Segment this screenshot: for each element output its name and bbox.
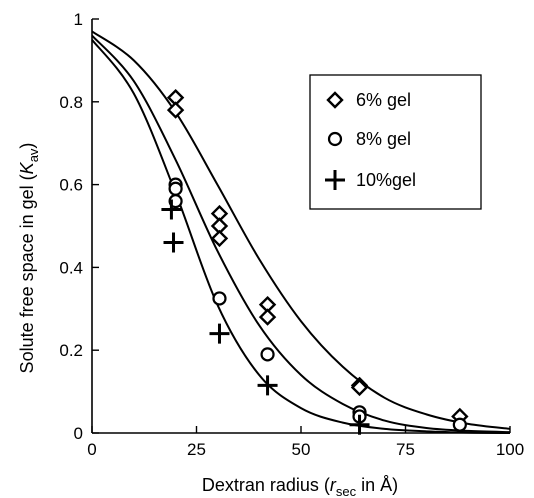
x-tick-label: 0 <box>87 440 96 459</box>
data-point-series-1 <box>350 378 369 397</box>
fit-curves <box>91 30 511 434</box>
legend-marker-1 <box>326 91 344 109</box>
fit-curve-series-3 <box>91 39 511 434</box>
fit-curve-series-1 <box>91 30 511 430</box>
y-axis-label: Solute free space in gel (Kav) <box>17 143 41 374</box>
data-point-series-3 <box>161 199 182 220</box>
y-tick-label: 1 <box>74 10 83 29</box>
data-point-series-3 <box>163 232 184 253</box>
x-tick-label: 25 <box>187 440 206 459</box>
legend-marker-2 <box>327 131 343 147</box>
data-point-series-3 <box>349 414 370 435</box>
x-tick-label: 50 <box>292 440 311 459</box>
data-points <box>161 88 469 435</box>
y-tick-label: 0 <box>74 424 83 443</box>
x-tick-label: 75 <box>396 440 415 459</box>
data-point-series-1 <box>210 229 229 248</box>
legend: 6% gel 8% gel 10%gel <box>309 74 482 210</box>
legend-marker-3 <box>325 170 345 190</box>
legend-label-1: 6% gel <box>356 90 411 110</box>
fit-curve-series-2 <box>91 34 511 434</box>
y-tick-label: 0.4 <box>59 258 83 277</box>
data-point-series-2 <box>212 291 227 306</box>
data-point-series-2 <box>260 347 275 362</box>
y-tick-label: 0.8 <box>59 93 83 112</box>
data-point-series-1 <box>166 101 185 119</box>
x-tick-label: 100 <box>496 440 524 459</box>
y-tick-label: 0.2 <box>59 341 83 360</box>
x-axis-label: Dextran radius (rsec in Å) <box>202 475 398 498</box>
y-tick-label: 0.6 <box>59 176 83 195</box>
legend-label-3: 10%gel <box>356 170 416 190</box>
data-point-series-2 <box>452 417 467 432</box>
y-axis-ticks: 0 0.2 0.4 0.6 0.8 1 <box>59 10 99 443</box>
data-point-series-3 <box>209 323 230 344</box>
data-point-series-3 <box>257 375 278 396</box>
data-point-series-1 <box>258 308 277 326</box>
x-axis-ticks: 0 25 50 75 100 <box>87 426 524 459</box>
legend-label-2: 8% gel <box>356 129 411 149</box>
data-point-series-2 <box>168 181 183 196</box>
